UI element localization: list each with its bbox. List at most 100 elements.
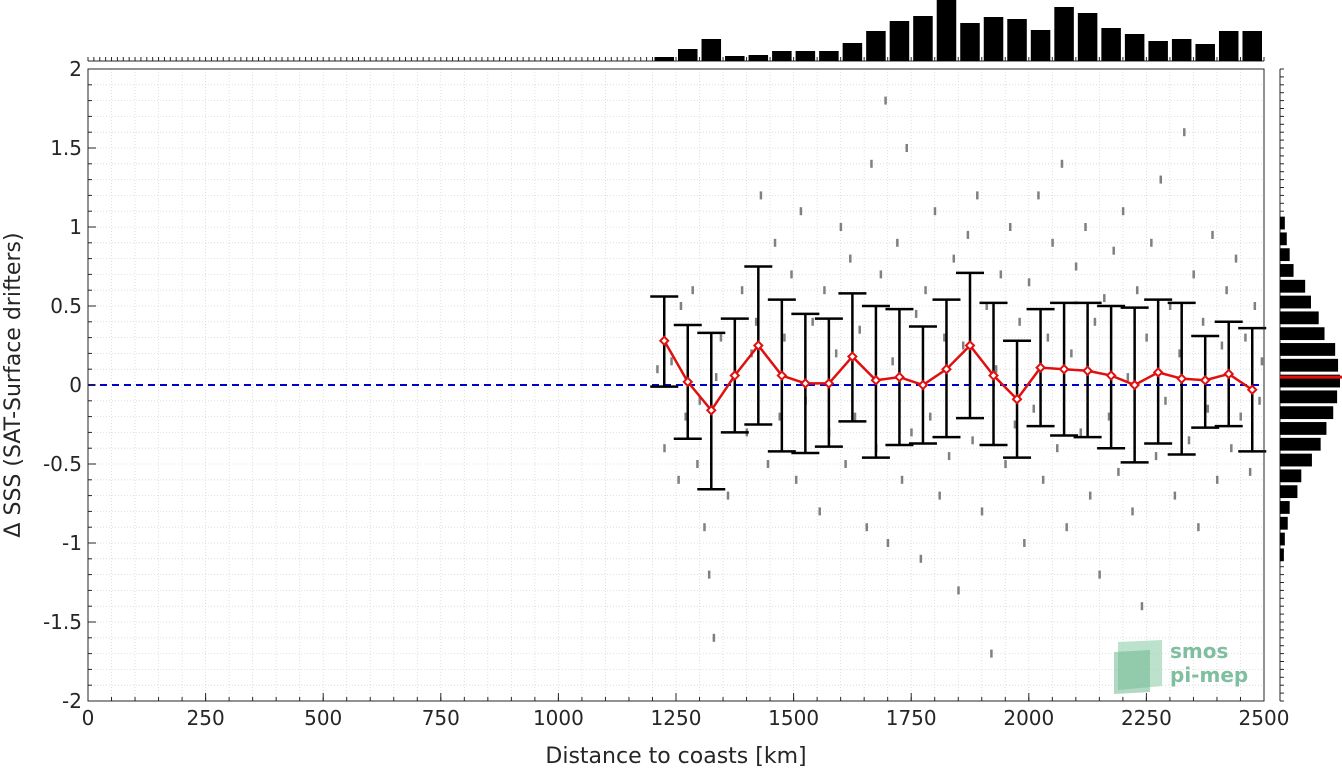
mean-point (1152, 366, 1164, 378)
x-tick-label: 1250 (651, 706, 702, 730)
right-histogram-bar (1280, 311, 1319, 325)
mean-point (894, 371, 905, 383)
mean-point (870, 374, 882, 386)
y-tick-label: -2 (62, 689, 82, 713)
right-histogram-bar (1280, 216, 1285, 230)
y-tick-label: -0.5 (43, 452, 82, 476)
scatter-point (1201, 317, 1205, 326)
scatter-point (1230, 444, 1233, 453)
right-histogram-bar (1280, 532, 1285, 546)
x-tick-label: 0 (82, 706, 95, 730)
scatter-point (1192, 270, 1195, 279)
scatter-point (1051, 238, 1054, 247)
scatter-point (1117, 467, 1120, 476)
mean-point (799, 378, 811, 389)
scatter-point (933, 207, 937, 216)
scatter-point (891, 357, 894, 366)
mean-point (1199, 374, 1211, 386)
mean-point (964, 340, 976, 351)
error-bars (650, 265, 1267, 491)
scatter-point (719, 333, 723, 342)
scatter-point (1244, 333, 1247, 342)
scatter-point (707, 570, 711, 579)
scatter-point (966, 230, 970, 239)
scatter-point (1150, 238, 1153, 247)
top-histogram-bar (842, 43, 863, 61)
mean-point (729, 370, 741, 381)
scatter-point (794, 475, 798, 484)
top-histogram-bar (1242, 31, 1262, 61)
scatter-point (811, 317, 814, 326)
scatter-point (1164, 396, 1167, 405)
scatter-point (679, 302, 683, 310)
mean-point (1176, 373, 1188, 385)
scatter-point (1131, 507, 1134, 516)
scatter-point (740, 286, 744, 295)
scatter-point (839, 223, 843, 231)
scatter-point (905, 144, 908, 152)
scatter-point (1037, 191, 1040, 200)
scatter-point (790, 270, 793, 279)
scatter-point (1013, 420, 1017, 429)
scatter-point (985, 302, 988, 310)
scatter-point (1135, 286, 1139, 295)
right-histogram-bar (1280, 232, 1287, 246)
scatter-point (957, 586, 960, 595)
scatter-point (1253, 302, 1257, 310)
scatter-point (1065, 523, 1068, 532)
scatter-point (714, 373, 718, 382)
top-histogram-bar (1077, 13, 1098, 61)
mean-line (658, 335, 1258, 416)
x-tick-label: 500 (304, 706, 342, 730)
scatter-point (999, 270, 1003, 279)
scatter-point (900, 475, 904, 484)
mean-point (682, 376, 694, 388)
y-tick-label: 1 (69, 215, 82, 239)
right-histogram-bar (1280, 264, 1294, 277)
scatter-point (924, 286, 927, 295)
scatter-point (1079, 428, 1083, 437)
scatter-point (844, 460, 847, 468)
mean-point (1058, 363, 1070, 375)
x-tick-label: 2000 (1003, 706, 1054, 730)
scatter-point (1041, 475, 1045, 484)
scatter-point (884, 96, 887, 105)
top-histogram-bar (725, 56, 745, 61)
scatter-point (1183, 128, 1186, 137)
scatter-point (971, 436, 974, 445)
scatter-point (1234, 254, 1238, 263)
scatter-point (1211, 230, 1214, 239)
right-histogram-bar (1280, 485, 1298, 499)
scatter-point (1260, 357, 1264, 366)
scatter-point (1046, 333, 1050, 342)
scatter-point (773, 238, 777, 247)
mean-point (658, 335, 670, 347)
top-histogram-bar (913, 16, 933, 61)
logo-text-pimep: pi-mep (1170, 663, 1248, 687)
scatter-point (853, 412, 857, 421)
scatter-point (879, 270, 883, 279)
top-histogram-bar (819, 51, 839, 61)
mean-point (1035, 362, 1046, 374)
scatter-point (1107, 412, 1111, 421)
top-histogram-bar (1195, 44, 1215, 61)
scatter-point (1173, 491, 1177, 500)
top-histogram-bar (1030, 30, 1051, 61)
scatter-point (938, 491, 941, 500)
top-histogram-bar (795, 51, 816, 61)
scatter-point (1004, 460, 1007, 468)
top-histogram-bar (1148, 41, 1168, 61)
top-histogram-bar (701, 39, 722, 61)
mean-point (1246, 384, 1258, 396)
mean-point (988, 370, 999, 381)
y-axis-title: Δ SSS (SAT-Surface drifters) (1, 232, 26, 537)
scatter-point (712, 633, 716, 642)
scatter-point (1018, 317, 1021, 326)
scatter-point (1178, 349, 1181, 358)
logo-text-smos: smos (1170, 639, 1228, 663)
scatter-point (865, 523, 869, 532)
right-histogram-bar (1280, 358, 1339, 372)
top-histogram-bar (1101, 28, 1121, 61)
x-tick-label: 2250 (1121, 706, 1172, 730)
